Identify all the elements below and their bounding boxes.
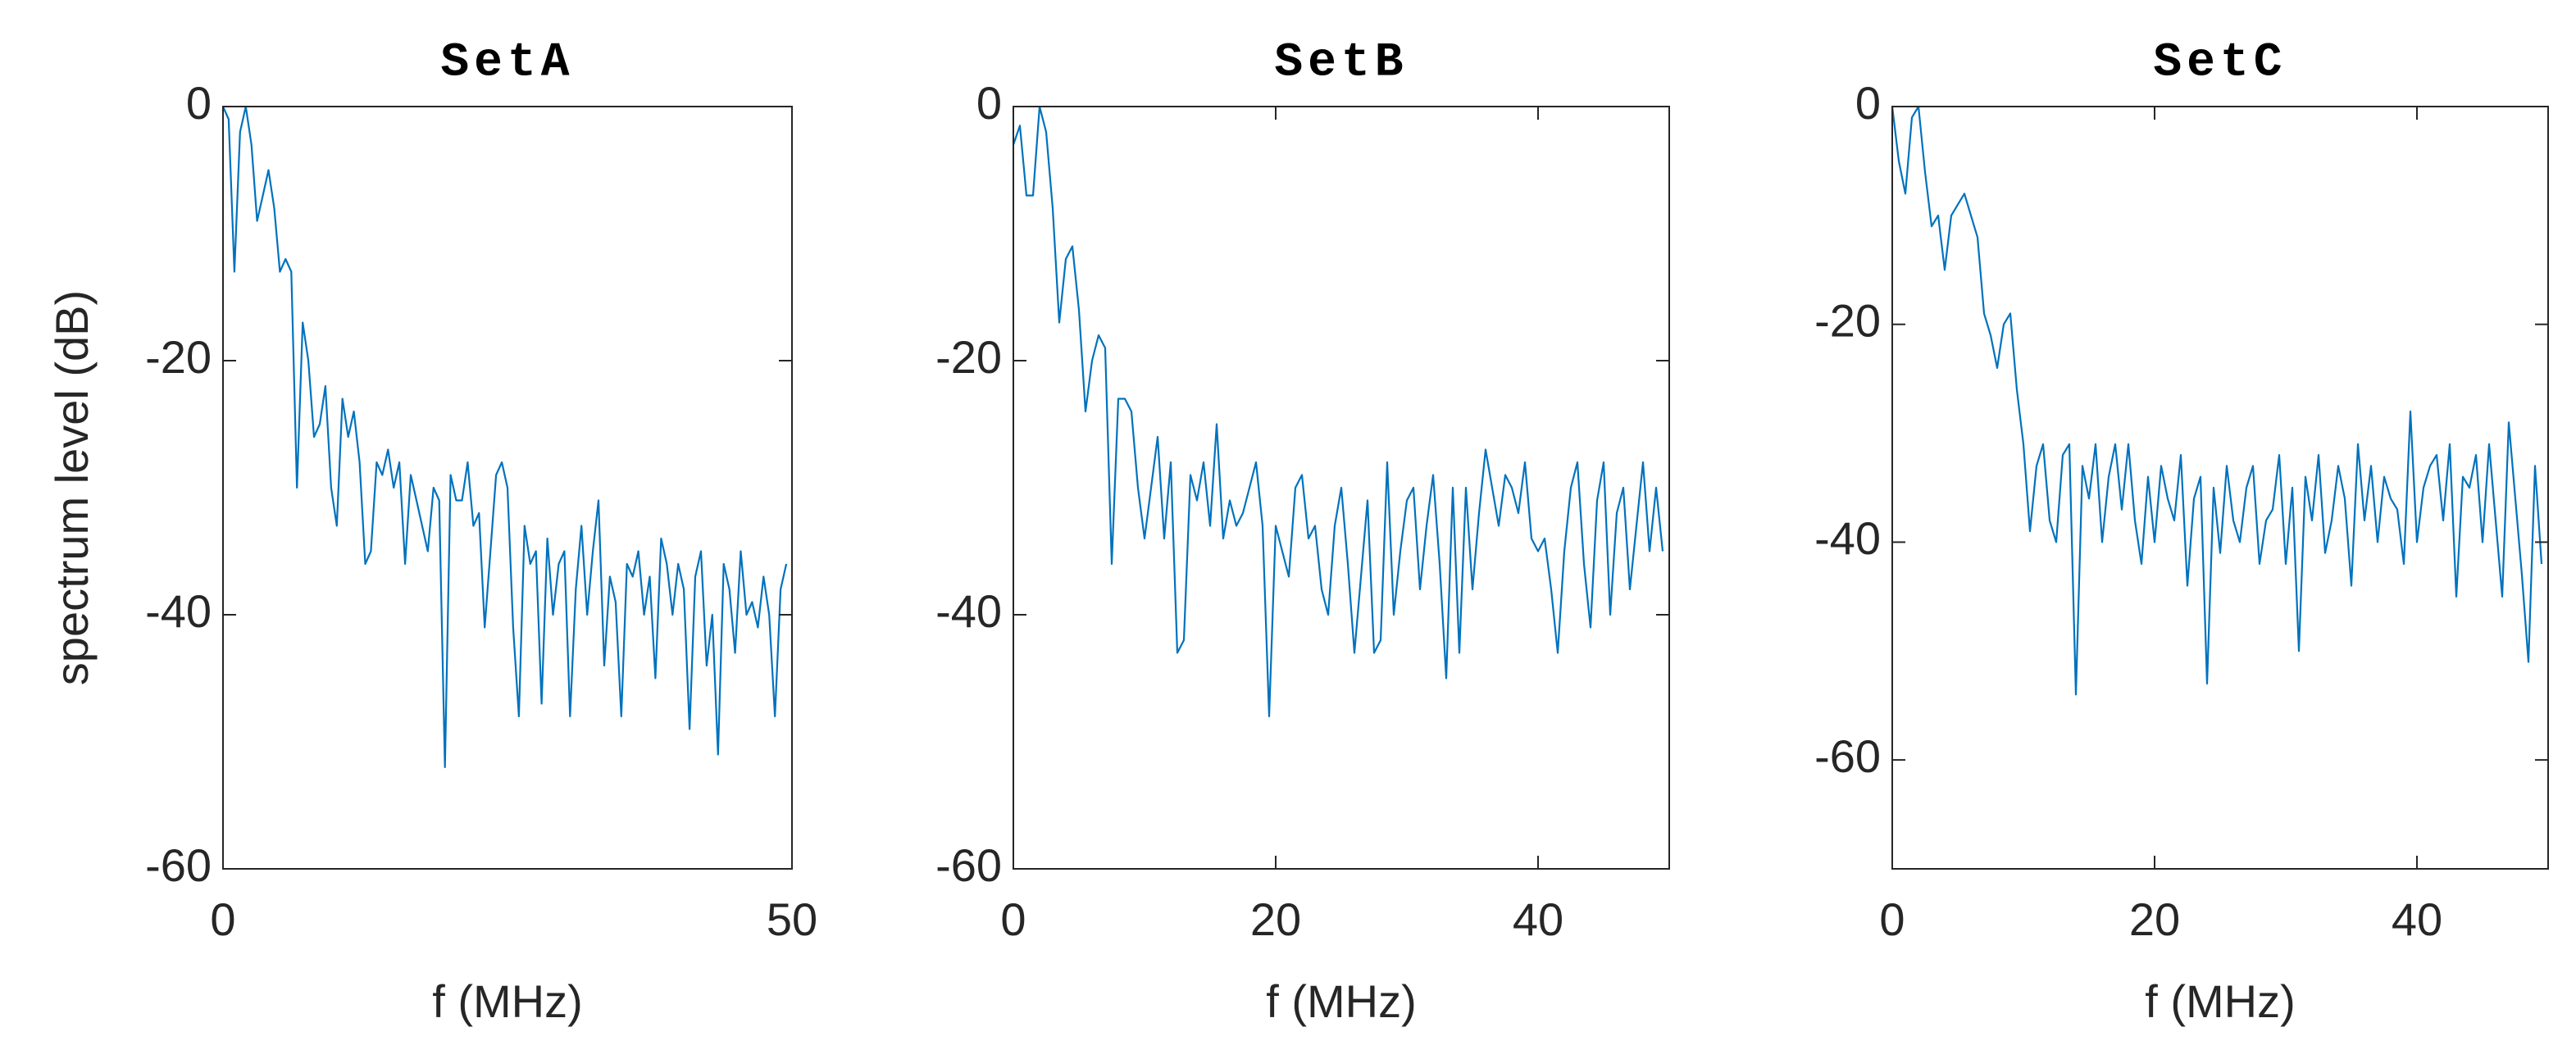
y-tick-label: -60: [935, 839, 1002, 891]
y-tick-label: -60: [1814, 730, 1881, 782]
data-line: [1012, 105, 1664, 718]
chart-title: SetA: [440, 36, 574, 89]
y-tick-label: 0: [976, 77, 1002, 129]
axes-box: [222, 106, 793, 870]
y-tick-label: -20: [1814, 295, 1881, 347]
x-axis-label: f (MHz): [2145, 975, 2296, 1027]
y-tick-label: -40: [145, 585, 212, 637]
x-tick-label: 0: [1000, 893, 1026, 945]
x-tick-label: 40: [1513, 893, 1563, 945]
subplot: 0 20 40 -60 -40 -20 0 SetC f (MHz): [1814, 36, 2549, 1027]
y-tick-label: -60: [145, 839, 212, 891]
x-tick-label: 40: [2392, 893, 2442, 945]
y-axis-label: spectrum level (dB): [46, 290, 98, 685]
y-tick-label: 0: [186, 77, 212, 129]
x-axis-label: f (MHz): [1266, 975, 1417, 1027]
subplot: 0 20 40 -60 -40 -20 0 SetB f (MHz): [935, 36, 1670, 1027]
subplot: 0 50 -60 -40 -20 0 SetA f (MHz) spectrum level (…: [46, 36, 817, 1026]
y-tick-label: -40: [935, 585, 1002, 637]
y-tick-label: -20: [145, 331, 212, 383]
x-tick-label: 0: [1879, 893, 1905, 945]
y-tick-label: -20: [935, 331, 1002, 383]
y-tick-label: 0: [1855, 77, 1881, 129]
chart-title: SetC: [2153, 36, 2287, 89]
x-tick-label: 20: [1250, 893, 1301, 945]
data-line: [221, 105, 788, 769]
y-tick-label: -40: [1814, 512, 1881, 564]
axes-box: [1013, 106, 1670, 870]
x-axis-label: f (MHz): [432, 975, 583, 1027]
x-tick-label: 0: [210, 893, 235, 945]
x-tick-label: 50: [767, 893, 817, 945]
x-tick-label: 20: [2129, 893, 2180, 945]
data-line: [1891, 105, 2543, 696]
axes-box: [1891, 106, 2549, 870]
chart-title: SetB: [1274, 36, 1408, 89]
